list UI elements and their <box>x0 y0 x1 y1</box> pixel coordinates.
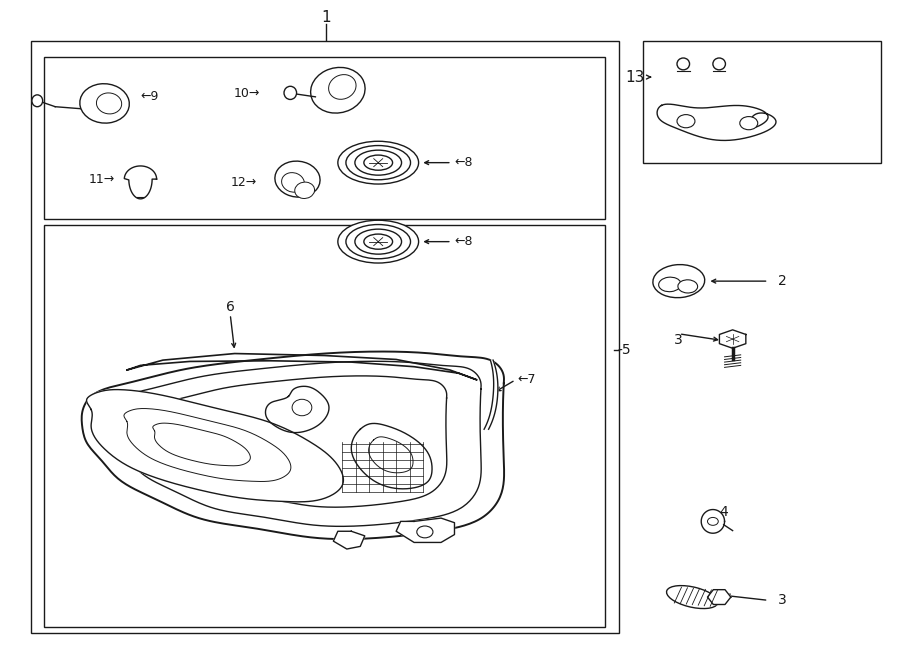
Ellipse shape <box>328 75 356 99</box>
Ellipse shape <box>364 155 392 171</box>
Polygon shape <box>124 166 157 199</box>
Ellipse shape <box>652 264 705 297</box>
Ellipse shape <box>284 87 297 99</box>
Polygon shape <box>657 104 776 140</box>
Text: ←8: ←8 <box>454 235 473 248</box>
Polygon shape <box>707 590 731 605</box>
Ellipse shape <box>667 586 718 609</box>
Ellipse shape <box>338 220 418 263</box>
Polygon shape <box>151 376 446 507</box>
Polygon shape <box>266 386 329 432</box>
Ellipse shape <box>364 234 392 249</box>
Ellipse shape <box>713 58 725 70</box>
Polygon shape <box>110 362 482 526</box>
Ellipse shape <box>282 173 304 192</box>
Text: ←8: ←8 <box>454 156 473 169</box>
Polygon shape <box>484 360 498 429</box>
Polygon shape <box>396 518 454 543</box>
Polygon shape <box>86 389 344 502</box>
Ellipse shape <box>310 67 365 113</box>
Ellipse shape <box>346 225 410 258</box>
Ellipse shape <box>659 277 681 292</box>
Bar <box>44 58 605 219</box>
Ellipse shape <box>292 399 311 416</box>
Text: 13: 13 <box>626 69 644 85</box>
Circle shape <box>740 116 758 130</box>
Ellipse shape <box>678 280 698 293</box>
Text: 10→: 10→ <box>233 87 260 100</box>
Ellipse shape <box>96 93 122 114</box>
Text: 4: 4 <box>719 504 728 518</box>
Polygon shape <box>333 531 364 549</box>
Text: -5: -5 <box>616 343 631 357</box>
Text: 1: 1 <box>321 11 331 25</box>
Text: ←9: ←9 <box>140 91 158 103</box>
Ellipse shape <box>677 58 689 70</box>
Polygon shape <box>719 330 746 348</box>
Polygon shape <box>701 510 724 533</box>
Circle shape <box>417 526 433 538</box>
Text: 12→: 12→ <box>230 176 257 189</box>
Text: 2: 2 <box>778 274 787 288</box>
Bar <box>643 41 881 163</box>
Ellipse shape <box>355 229 401 254</box>
Polygon shape <box>82 352 504 539</box>
Ellipse shape <box>80 84 130 123</box>
Text: 6: 6 <box>226 301 235 315</box>
Circle shape <box>677 114 695 128</box>
Polygon shape <box>351 424 432 489</box>
Ellipse shape <box>32 95 42 106</box>
Ellipse shape <box>294 182 315 198</box>
Bar <box>44 225 605 627</box>
Ellipse shape <box>274 161 320 197</box>
Text: 3: 3 <box>778 594 787 607</box>
Text: 11→: 11→ <box>89 173 115 186</box>
Circle shape <box>707 518 718 525</box>
Bar <box>31 41 618 633</box>
Ellipse shape <box>338 141 418 184</box>
Ellipse shape <box>346 145 410 180</box>
Text: ←7: ←7 <box>518 373 536 387</box>
Text: 3: 3 <box>674 333 683 348</box>
Ellipse shape <box>355 150 401 175</box>
